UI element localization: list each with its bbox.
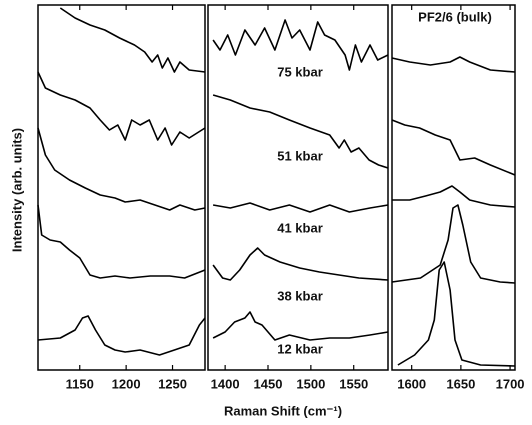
annotation: 51 kbar	[277, 148, 323, 163]
panel-frame	[391, 4, 516, 371]
annotation: PF2/6 (bulk)	[418, 9, 492, 24]
x-tick-label: 1250	[158, 376, 187, 391]
spectrum-line	[212, 247, 389, 281]
spectrum-line	[59, 7, 206, 73]
spectrum-line	[212, 94, 389, 169]
spectrum-line	[391, 204, 516, 284]
annotation: 12 kbar	[277, 341, 323, 356]
spectrum-line	[392, 185, 516, 208]
x-axis-label: Raman Shift (cm⁻¹)	[224, 403, 342, 418]
x-tick-label: 1400	[211, 376, 240, 391]
x-tick-label: 1600	[397, 376, 426, 391]
panel-frame	[207, 4, 389, 371]
spectrum-line	[397, 261, 516, 367]
x-tick-label: 1700	[496, 376, 525, 391]
spectrum-line	[212, 202, 389, 213]
x-tick-label: 1650	[446, 376, 475, 391]
x-tick-label: 1500	[296, 376, 325, 391]
spectrum-line	[212, 19, 389, 71]
spectrum-line	[37, 71, 206, 146]
panel-frame	[37, 4, 206, 371]
spectrum-line	[37, 127, 206, 211]
x-tick-label: 1550	[339, 376, 368, 391]
annotation: 41 kbar	[277, 220, 323, 235]
spectrum-line	[391, 56, 516, 73]
y-axis-label: Intensity (arb. units)	[9, 128, 24, 252]
spectrum-line	[212, 311, 389, 341]
spectrum-line	[391, 119, 516, 176]
x-tick-label: 1200	[112, 376, 141, 391]
spectrum-line	[37, 204, 206, 279]
annotation: 38 kbar	[277, 288, 323, 303]
annotation: 75 kbar	[277, 64, 323, 79]
x-tick-label: 1150	[66, 376, 94, 391]
x-tick-label: 1450	[254, 376, 283, 391]
spectrum-line	[37, 315, 206, 356]
